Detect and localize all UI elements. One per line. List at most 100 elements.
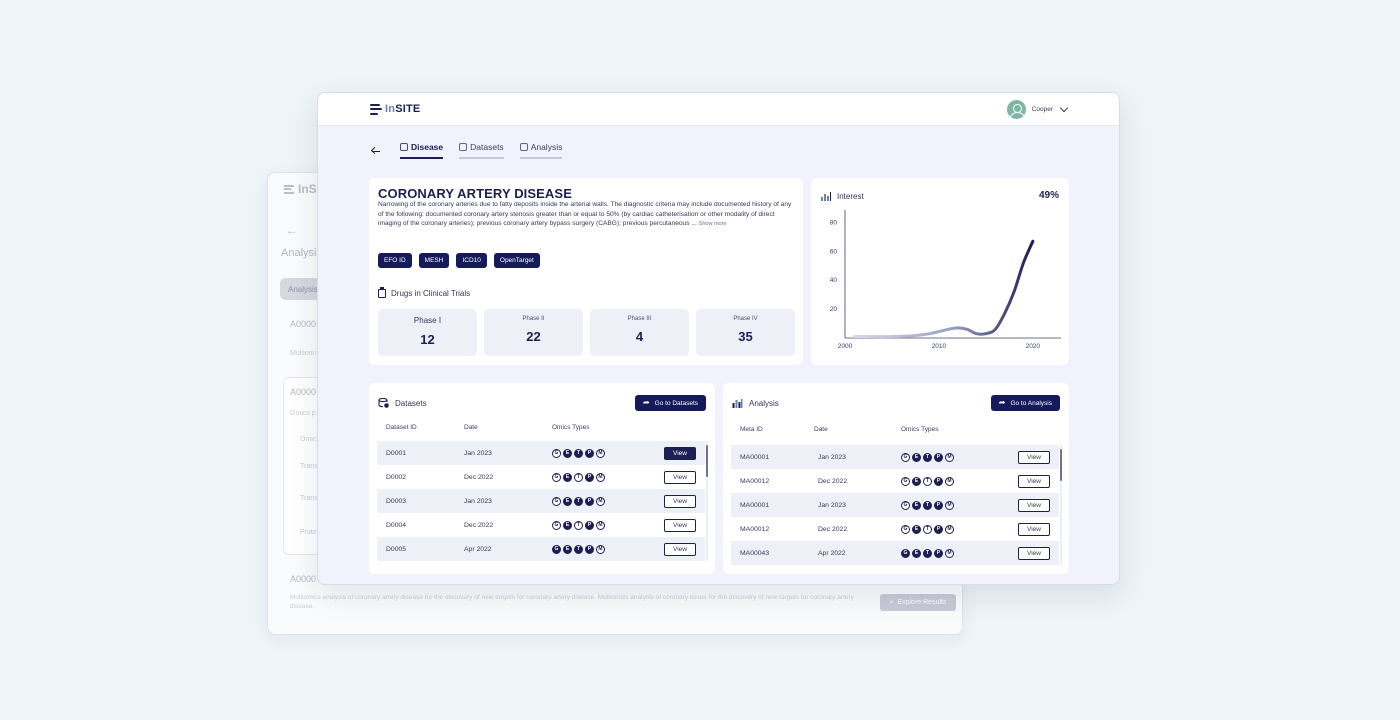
mesh-button[interactable]: MESH xyxy=(418,253,450,268)
omics-badge: M xyxy=(945,476,954,486)
view-button[interactable]: View xyxy=(664,542,696,556)
go-to-datasets-button[interactable]: ➦ Go to Datasets xyxy=(634,395,706,411)
show-more-link[interactable]: Show more xyxy=(698,221,727,228)
user-menu[interactable]: Cooper xyxy=(1006,100,1069,119)
x-tick-label: 2020 xyxy=(1026,343,1041,350)
drugs-heading-text: Drugs in Clinical Trials xyxy=(391,289,471,298)
efo-id-button[interactable]: EFO ID xyxy=(378,253,412,268)
datasets-card: Datasets ➦ Go to Datasets Dataset ID Dat… xyxy=(369,383,715,574)
tab-disease[interactable]: Disease xyxy=(400,142,444,159)
explore-results-button[interactable]: ⌕ Explore Results xyxy=(880,594,956,611)
row-id: D0001 xyxy=(386,449,407,457)
view-button[interactable]: View xyxy=(1018,498,1050,512)
back-label: Transc xyxy=(300,463,322,470)
view-button[interactable]: View xyxy=(664,470,696,484)
disease-icon xyxy=(400,143,408,151)
view-button[interactable]: View xyxy=(1018,474,1050,488)
omics-badge: M xyxy=(596,472,605,482)
phase-card[interactable]: Phase I 12 xyxy=(378,309,477,356)
view-button[interactable]: View xyxy=(664,446,696,460)
column-header[interactable]: Omics Types xyxy=(901,426,939,433)
analysis-card: Analysis ➦ Go to Analysis Meta ID Date O… xyxy=(723,383,1069,574)
view-button[interactable]: View xyxy=(664,518,696,532)
table-row[interactable]: MA00001 Jan 2023 G E T P M View xyxy=(731,493,1059,517)
omics-badge: M xyxy=(945,452,954,462)
omics-badge: T xyxy=(923,500,932,510)
interest-card: Interest 49% 20 40 60 80 2000 2010 2020 xyxy=(811,178,1069,365)
omics-badge: E xyxy=(563,448,572,458)
icd10-button[interactable]: ICD10 xyxy=(456,253,487,268)
scroll-thumb[interactable] xyxy=(1060,449,1062,481)
column-header[interactable]: Date xyxy=(464,424,478,431)
table-row[interactable]: MA00012 Dec 2022 G E T P M View xyxy=(731,469,1059,493)
omics-badge: P xyxy=(934,500,943,510)
scrollbar[interactable] xyxy=(1060,445,1062,565)
view-button[interactable]: View xyxy=(664,494,696,508)
share-arrow-icon: ➦ xyxy=(642,398,650,407)
go-label: Go to Analysis xyxy=(1010,399,1052,407)
table-row[interactable]: D0001 Jan 2023 G E T P M View xyxy=(377,441,705,465)
datasets-heading: Datasets xyxy=(378,398,427,408)
column-header[interactable]: Omics Types xyxy=(552,424,590,431)
tab-bar: Disease Datasets Analysis xyxy=(400,142,563,159)
analysis-heading: Analysis xyxy=(732,398,779,408)
table-row[interactable]: MA00012 Dec 2022 G E T P M View xyxy=(731,517,1059,541)
omics-badge: T xyxy=(923,548,932,558)
phase-label: Phase I xyxy=(413,316,442,325)
back-id: A0000 xyxy=(290,387,317,397)
column-header[interactable]: Date xyxy=(814,426,828,433)
column-header[interactable]: Meta ID xyxy=(740,426,763,433)
omics-badge: E xyxy=(912,476,921,486)
omics-badge: E xyxy=(912,452,921,462)
y-tick-label: 80 xyxy=(830,219,838,226)
phase-label: Phase II xyxy=(522,316,545,322)
scrollbar[interactable] xyxy=(706,441,708,561)
omics-badge: M xyxy=(596,544,605,554)
omics-badge: P xyxy=(585,448,594,458)
chart-axes: 20 40 60 80 2000 2010 2020 xyxy=(830,210,1061,350)
phase-label: Phase III xyxy=(627,316,652,322)
column-header[interactable]: Dataset ID xyxy=(386,424,417,431)
omics-badge: G xyxy=(901,548,910,558)
back-button[interactable] xyxy=(370,145,382,157)
tab-analysis[interactable]: Analysis xyxy=(519,142,563,159)
table-row[interactable]: MA00043 Apr 2022 G E T P M View xyxy=(731,541,1059,565)
table-row[interactable]: D0002 Dec 2022 G E T P M View xyxy=(377,465,705,489)
x-tick-label: 2000 xyxy=(838,343,853,350)
table-row[interactable]: D0003 Jan 2023 G E T P M View xyxy=(377,489,705,513)
row-date: Dec 2022 xyxy=(818,525,848,533)
tab-datasets[interactable]: Datasets xyxy=(459,142,504,159)
go-to-analysis-button[interactable]: ➦ Go to Analysis xyxy=(990,395,1060,411)
phase-card[interactable]: Phase II 22 xyxy=(484,309,583,356)
scroll-thumb[interactable] xyxy=(706,445,708,477)
app-name: InSITE xyxy=(385,103,420,115)
table-row[interactable]: MA00001 Jan 2023 G E T P M View xyxy=(731,445,1059,469)
omics-badge: G xyxy=(901,524,910,534)
table-row[interactable]: D0004 Dec 2022 G E T P M View xyxy=(377,513,705,537)
phase-card[interactable]: Phase III 4 xyxy=(590,309,689,356)
view-button[interactable]: View xyxy=(1018,546,1050,560)
table-row[interactable]: D0005 Apr 2022 G E T P M View xyxy=(377,537,705,561)
omics-badge: T xyxy=(574,496,583,506)
omics-badge: G xyxy=(552,472,561,482)
phase-label: Phase IV xyxy=(733,316,758,322)
omics-badge: T xyxy=(923,452,932,462)
phase-card[interactable]: Phase IV 35 xyxy=(696,309,795,356)
view-button[interactable]: View xyxy=(1018,450,1050,464)
opentarget-button[interactable]: OpenTarget xyxy=(493,253,540,268)
y-tick-label: 60 xyxy=(830,248,838,255)
view-button[interactable]: View xyxy=(1018,522,1050,536)
logo-icon xyxy=(284,184,294,194)
app-logo[interactable]: InSITE xyxy=(370,103,420,115)
row-date: Jan 2023 xyxy=(464,497,492,505)
app-window: InSITE Cooper Disease Datasets Analysis … xyxy=(317,92,1120,585)
row-date: Jan 2023 xyxy=(464,449,492,457)
omics-badge: P xyxy=(585,496,594,506)
analysis-title: Analysis xyxy=(749,398,779,408)
